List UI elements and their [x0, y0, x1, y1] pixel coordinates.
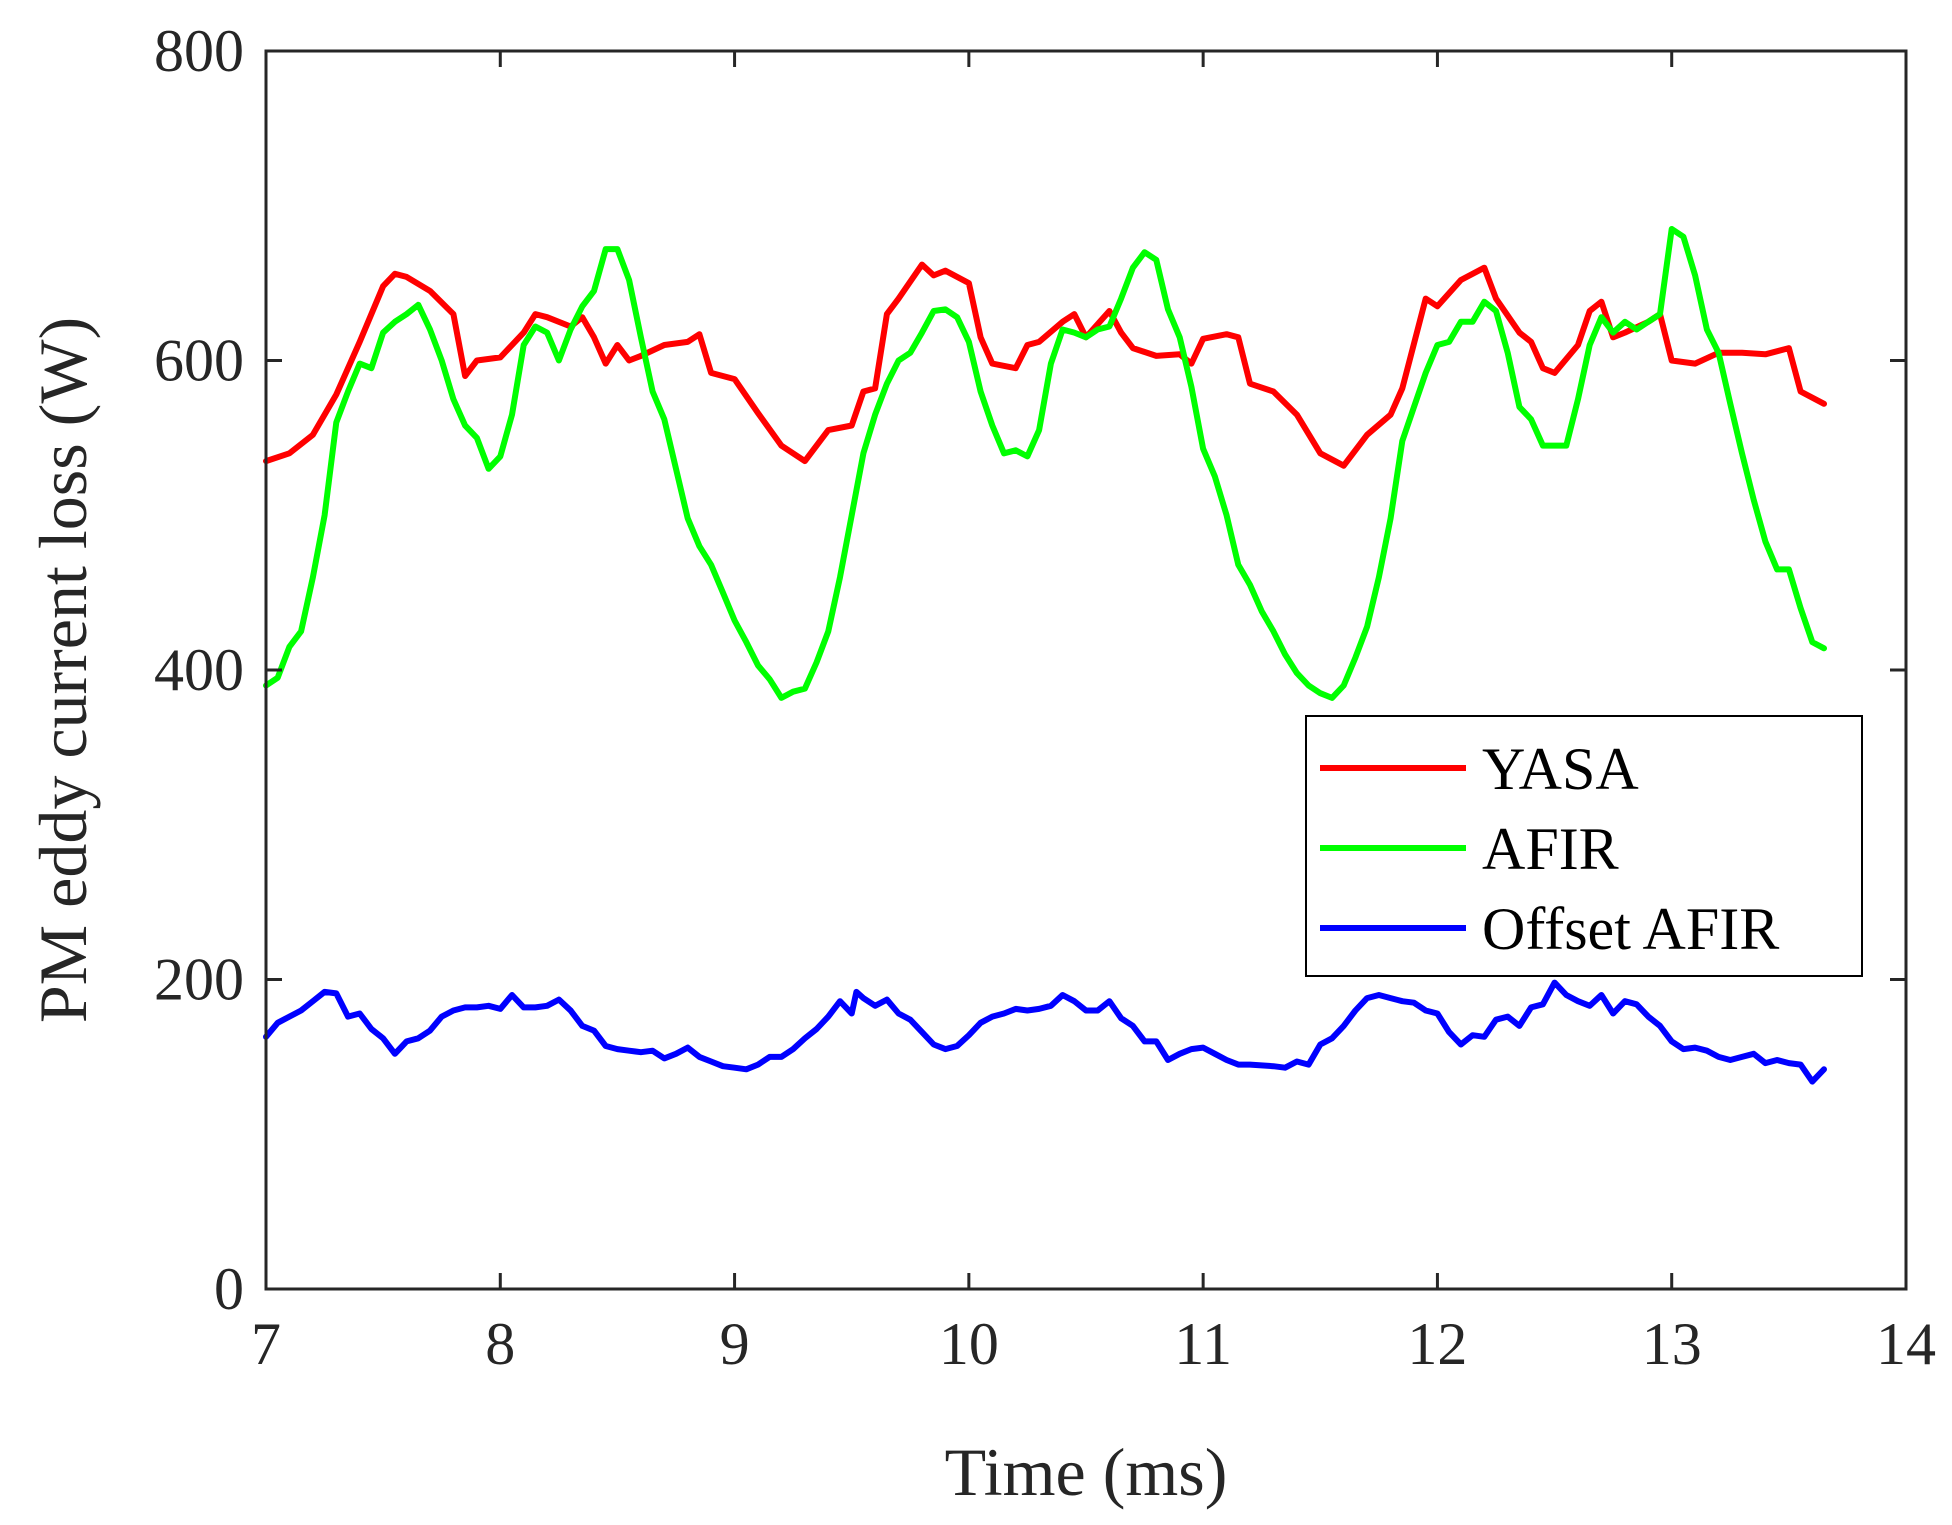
y-tick-label: 600	[154, 328, 244, 394]
y-tick-label: 400	[154, 637, 244, 703]
legend-label-offset-afir: Offset AFIR	[1482, 896, 1779, 962]
series-line-offset-afir	[263, 979, 1827, 1085]
x-tick-label: 10	[939, 1311, 999, 1377]
legend: YASA AFIR Offset AFIR	[1305, 715, 1863, 977]
ticks-layer: 7 8 9 10 11 12 13 14 0 200 400 600 800	[154, 18, 1936, 1377]
y-axis-title: PM eddy current loss (W)	[25, 317, 101, 1023]
x-axis-title: Time (ms)	[945, 1434, 1228, 1510]
legend-label-afir: AFIR	[1482, 816, 1619, 882]
series-line-yasa	[263, 261, 1827, 469]
y-tick-label: 0	[214, 1256, 244, 1322]
y-tick-label: 800	[154, 18, 244, 84]
x-tick-label: 7	[251, 1311, 281, 1377]
series-layer	[263, 226, 1827, 1085]
series-line-afir	[263, 226, 1827, 701]
x-tick-label: 12	[1407, 1311, 1467, 1377]
legend-label-yasa: YASA	[1482, 736, 1639, 802]
y-tick-label: 200	[154, 947, 244, 1013]
x-tick-label: 14	[1876, 1311, 1936, 1377]
x-tick-label: 13	[1642, 1311, 1702, 1377]
x-tick-label: 8	[485, 1311, 515, 1377]
x-tick-label: 9	[720, 1311, 750, 1377]
x-tick-label: 11	[1174, 1311, 1232, 1377]
